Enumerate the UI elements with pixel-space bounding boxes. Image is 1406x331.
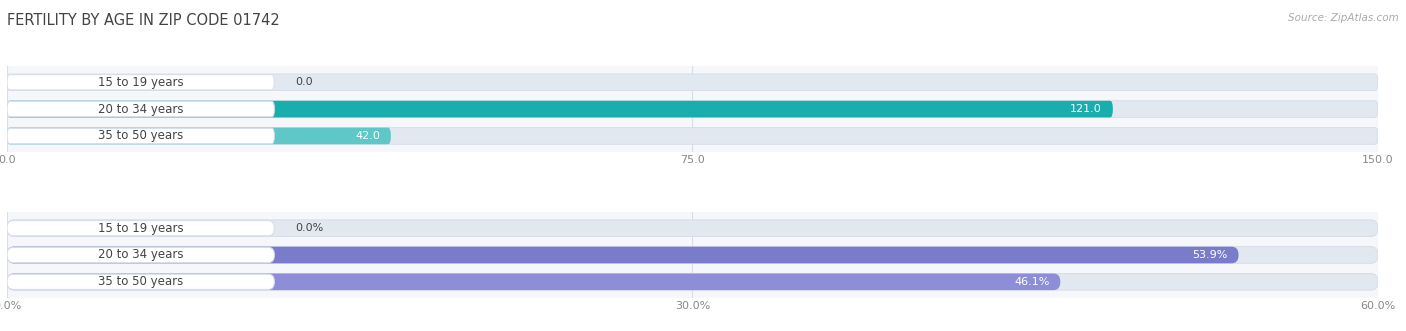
- Text: 20 to 34 years: 20 to 34 years: [98, 249, 183, 261]
- FancyBboxPatch shape: [7, 274, 274, 289]
- FancyBboxPatch shape: [7, 247, 1239, 263]
- Text: Source: ZipAtlas.com: Source: ZipAtlas.com: [1288, 13, 1399, 23]
- FancyBboxPatch shape: [7, 75, 274, 90]
- Text: 46.1%: 46.1%: [1014, 277, 1049, 287]
- Text: 20 to 34 years: 20 to 34 years: [98, 103, 183, 116]
- Text: 53.9%: 53.9%: [1192, 250, 1227, 260]
- Text: 35 to 50 years: 35 to 50 years: [98, 275, 183, 288]
- Text: 0.0%: 0.0%: [295, 223, 323, 233]
- Text: 35 to 50 years: 35 to 50 years: [98, 129, 183, 142]
- FancyBboxPatch shape: [7, 128, 391, 144]
- Text: 0.0: 0.0: [295, 77, 312, 87]
- FancyBboxPatch shape: [7, 273, 1060, 290]
- FancyBboxPatch shape: [7, 220, 1378, 236]
- Text: 15 to 19 years: 15 to 19 years: [98, 76, 184, 89]
- Text: FERTILITY BY AGE IN ZIP CODE 01742: FERTILITY BY AGE IN ZIP CODE 01742: [7, 13, 280, 28]
- FancyBboxPatch shape: [7, 247, 1378, 263]
- Text: 121.0: 121.0: [1070, 104, 1102, 114]
- FancyBboxPatch shape: [7, 247, 274, 262]
- FancyBboxPatch shape: [7, 128, 274, 144]
- FancyBboxPatch shape: [7, 101, 1378, 118]
- FancyBboxPatch shape: [7, 128, 1378, 144]
- Text: 15 to 19 years: 15 to 19 years: [98, 222, 184, 235]
- Text: 42.0: 42.0: [356, 131, 380, 141]
- FancyBboxPatch shape: [7, 102, 274, 117]
- FancyBboxPatch shape: [7, 273, 1378, 290]
- FancyBboxPatch shape: [7, 74, 1378, 91]
- FancyBboxPatch shape: [7, 101, 1114, 118]
- FancyBboxPatch shape: [7, 220, 274, 236]
